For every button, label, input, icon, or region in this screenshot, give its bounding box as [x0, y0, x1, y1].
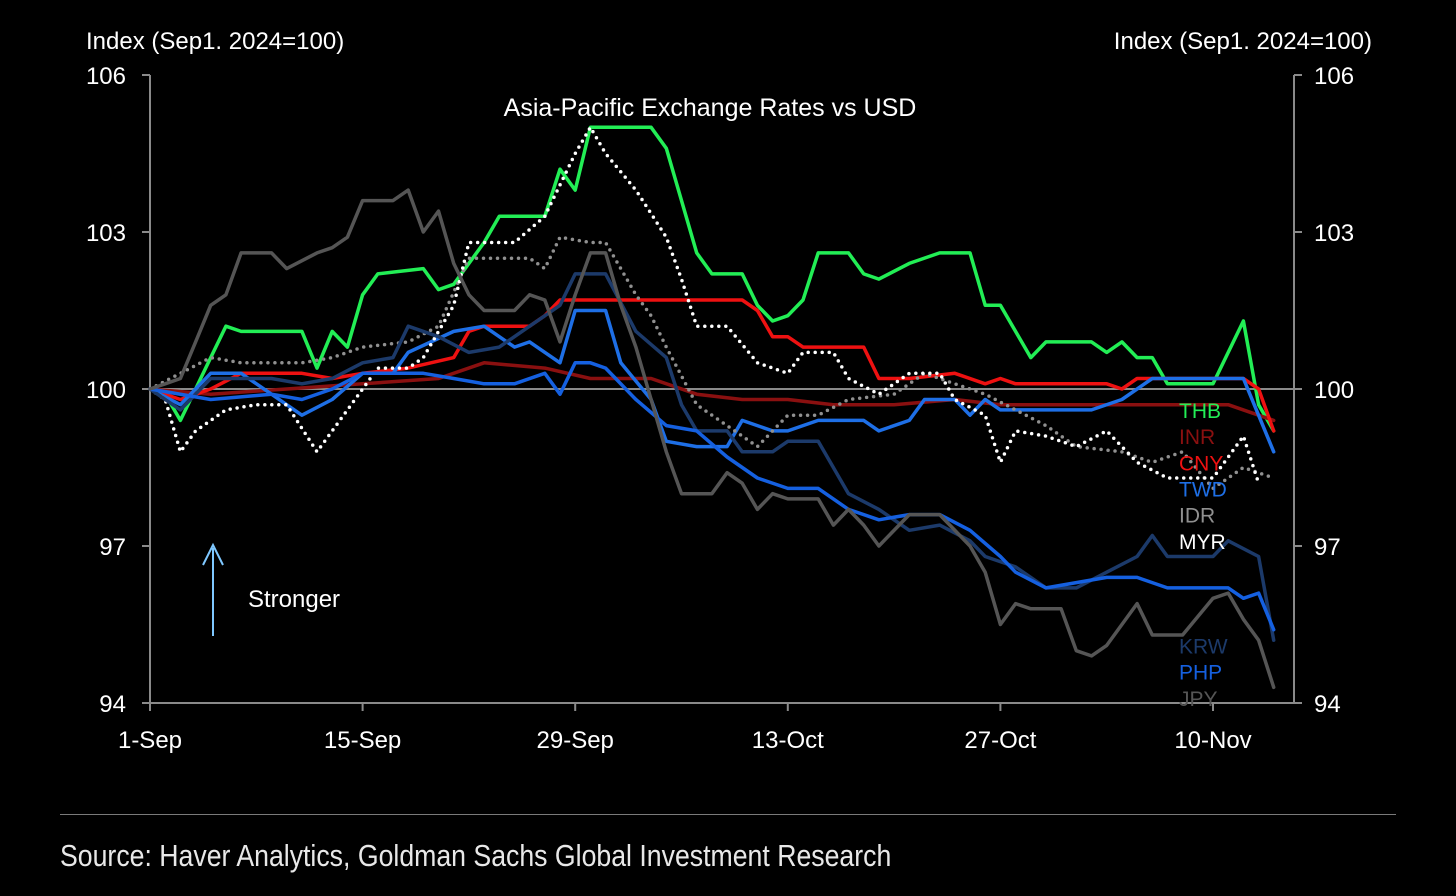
legend-label-jpy: JPY	[1179, 688, 1218, 711]
stronger-arrow-head	[202, 542, 224, 566]
y-tick-label-left: 100	[86, 377, 126, 404]
chart-series	[148, 125, 1276, 690]
series-line-jpy	[148, 188, 1276, 690]
x-tick-label: 13-Oct	[752, 727, 824, 754]
chart-axes: 94 94 97 97 100 100 103 103 106 106 1-Sep 15-Sep 29-…	[86, 63, 1354, 754]
y-axis-title-left: Index (Sep1. 2024=100)	[86, 28, 345, 55]
x-tick-label: 29-Sep	[537, 727, 614, 754]
x-tick-label: 1-Sep	[118, 727, 182, 754]
y-tick-label-left: 94	[99, 691, 126, 718]
legend-label-krw: KRW	[1179, 635, 1228, 658]
legend-label-myr: MYR	[1179, 531, 1226, 554]
y-tick-label-right: 97	[1314, 534, 1341, 561]
x-tick-label: 27-Oct	[964, 727, 1036, 754]
footer-divider	[60, 814, 1396, 815]
y-tick-label-right: 106	[1314, 63, 1354, 90]
y-tick-label-left: 103	[86, 220, 126, 247]
y-axis-title-right: Index (Sep1. 2024=100)	[1113, 28, 1372, 55]
series-line-twd	[148, 308, 1276, 454]
legend-label-idr: IDR	[1179, 505, 1215, 528]
series-line-inr	[148, 361, 1276, 423]
legend-label-thb: THB	[1179, 400, 1221, 423]
y-tick-label-left: 97	[99, 534, 126, 561]
exchange-rate-chart: 94 94 97 97 100 100 103 103 106 106 1-Sep 15-Sep 29-…	[86, 63, 1354, 754]
legend-label-php: PHP	[1179, 662, 1222, 685]
y-tick-label-right: 94	[1314, 691, 1341, 718]
source-note: Source: Haver Analytics, Goldman Sachs G…	[60, 838, 892, 873]
y-tick-label-right: 100	[1314, 377, 1354, 404]
x-tick-label: 10-Nov	[1174, 727, 1251, 754]
legend-label-cny: CNY	[1179, 452, 1223, 475]
series-line-idr	[148, 235, 1276, 491]
y-tick-label-right: 103	[1314, 220, 1354, 247]
x-tick-label: 15-Sep	[324, 727, 401, 754]
series-line-php	[148, 361, 1276, 632]
stronger-annotation: Stronger	[248, 586, 341, 613]
legend-label-inr: INR	[1179, 426, 1215, 449]
series-line-cny	[148, 298, 1276, 433]
y-tick-label-left: 106	[86, 63, 126, 90]
legend-label-twd: TWD	[1179, 478, 1227, 501]
chart-title: Asia-Pacific Exchange Rates vs USD	[504, 94, 917, 122]
chart-labels: THB INR CNY TWD IDR MYR KRW PHP JPY	[1179, 400, 1228, 711]
series-line-thb	[148, 125, 1276, 433]
series-line-krw	[148, 272, 1276, 642]
